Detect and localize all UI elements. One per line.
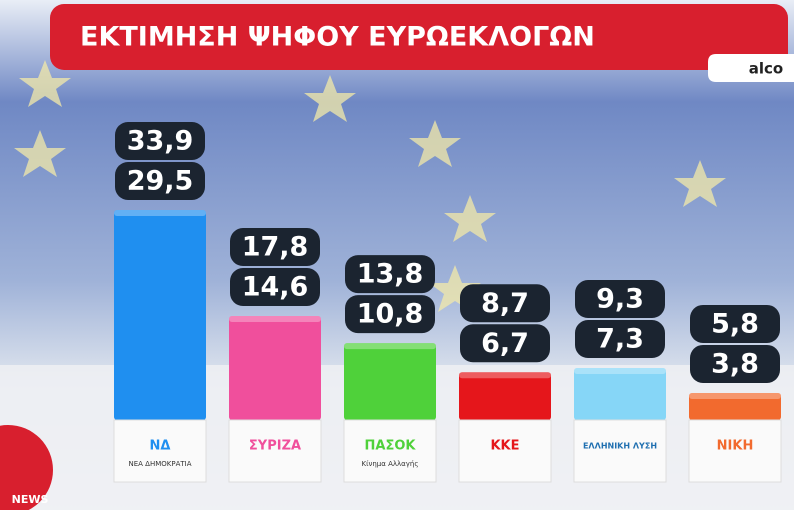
bar-base <box>688 419 782 483</box>
value-pill <box>460 284 550 323</box>
party-sublabel: Κίνημα Αλλαγής <box>362 460 419 468</box>
channel-text: NEWS <box>12 493 49 506</box>
party-label: ΣΥΡΙΖΑ <box>249 439 301 454</box>
value-pill <box>345 295 435 334</box>
source-tab <box>708 54 794 82</box>
channel-logo <box>0 425 53 514</box>
value-label: 17,8 <box>242 232 309 263</box>
value-label: 14,6 <box>242 272 309 303</box>
value-label: 10,8 <box>357 299 424 330</box>
bar <box>689 392 781 420</box>
bar <box>114 209 206 420</box>
value-pill <box>115 161 205 200</box>
value-label: 9,3 <box>596 284 644 315</box>
value-pill <box>345 255 435 294</box>
value-label: 13,8 <box>357 259 424 290</box>
bar <box>229 316 321 420</box>
value-pill <box>575 320 665 359</box>
value-label: 6,7 <box>481 328 529 359</box>
party-label: ΚΚΕ <box>490 439 519 454</box>
party-label: ΕΛΛΗΝΙΚΗ ΛΥΣΗ <box>583 442 657 451</box>
source: alco <box>749 60 783 78</box>
value-label: 7,3 <box>596 324 644 355</box>
value-label: 5,8 <box>711 308 759 339</box>
value-pill <box>690 304 780 343</box>
bar-base <box>573 419 667 483</box>
value-pill <box>230 268 320 307</box>
bar-base <box>343 419 437 483</box>
bar-base <box>113 419 207 483</box>
bar-highlight <box>114 209 206 216</box>
value-pill <box>230 228 320 267</box>
bar-highlight <box>459 372 551 379</box>
value-pill <box>575 280 665 319</box>
bar <box>344 343 436 420</box>
party-sublabel: ΝΕΑ ΔΗΜΟΚΡΑΤΙΑ <box>128 460 191 468</box>
value-label: 29,5 <box>127 165 194 196</box>
title-banner <box>50 4 788 70</box>
party-label: ΠΑΣΟΚ <box>365 439 417 454</box>
party-label: ΝΙΚΗ <box>717 439 754 454</box>
bar-highlight <box>689 392 781 399</box>
value-pill <box>690 344 780 383</box>
value-label: 3,8 <box>711 348 759 379</box>
bar <box>574 368 666 420</box>
party-label: ΝΔ <box>150 439 171 454</box>
bar <box>459 372 551 420</box>
value-pill <box>460 324 550 363</box>
bar-highlight <box>344 343 436 350</box>
bar-highlight <box>574 368 666 375</box>
bar-base <box>458 419 552 483</box>
value-label: 33,9 <box>127 125 194 156</box>
value-label: 8,7 <box>481 288 529 319</box>
bar-highlight <box>229 316 321 323</box>
value-pill <box>115 121 205 160</box>
chart-title: ΕΚΤΙΜΗΣΗ ΨΗΦΟΥ ΕΥΡΩΕΚΛΟΓΩΝ <box>80 22 595 53</box>
bar-base <box>228 419 322 483</box>
